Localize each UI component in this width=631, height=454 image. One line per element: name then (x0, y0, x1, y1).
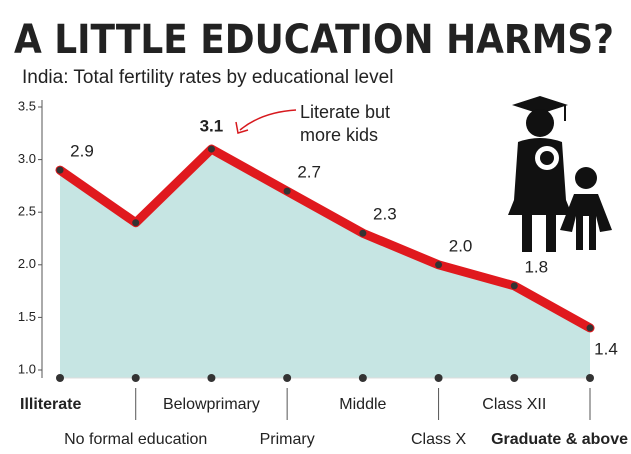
value-label: 2.3 (373, 205, 397, 224)
x-tick (435, 374, 443, 382)
point (132, 219, 139, 226)
point (208, 146, 215, 153)
x-tick-label: Middle (339, 396, 386, 413)
x-tick-label: Graduate & above (491, 431, 628, 448)
x-tick-label: No formal education (64, 431, 207, 448)
x-tick-label: Illiterate (20, 396, 81, 413)
x-tick (207, 374, 215, 382)
point (57, 167, 64, 174)
chart-subtitle: India: Total fertility rates by educatio… (22, 67, 393, 88)
y-tick-label: 3.0 (18, 151, 36, 166)
point (284, 188, 291, 195)
x-tick (283, 374, 291, 382)
x-tick-label: Class XII (482, 396, 546, 413)
x-tick (56, 374, 64, 382)
value-label: 2.9 (70, 142, 94, 161)
point (435, 261, 442, 268)
point (359, 230, 366, 237)
annotation: more kids (300, 125, 378, 145)
value-label: 1.4 (594, 339, 618, 358)
point (511, 282, 518, 289)
x-tick (510, 374, 518, 382)
x-tick-label: Belowprimary (163, 396, 260, 413)
x-tick-label: Class X (411, 431, 466, 448)
value-label: 2.0 (449, 236, 473, 255)
y-tick-label: 3.5 (18, 98, 36, 113)
x-tick (132, 374, 140, 382)
y-tick-label: 2.0 (18, 256, 36, 271)
value-label: 3.1 (200, 117, 224, 136)
annotation: Literate but (300, 102, 390, 122)
y-tick-label: 2.5 (18, 204, 36, 219)
x-tick (359, 374, 367, 382)
chart-title: A LITTLE EDUCATION HARMS? (14, 17, 614, 63)
x-tick-label: Primary (260, 431, 315, 448)
x-tick (586, 374, 594, 382)
value-label: 2.7 (297, 163, 321, 182)
point (587, 324, 594, 331)
y-tick-label: 1.5 (18, 309, 36, 324)
value-label: 1.8 (524, 257, 548, 276)
chart: A LITTLE EDUCATION HARMS? India: Total f… (0, 0, 631, 454)
y-tick-label: 1.0 (18, 361, 36, 376)
